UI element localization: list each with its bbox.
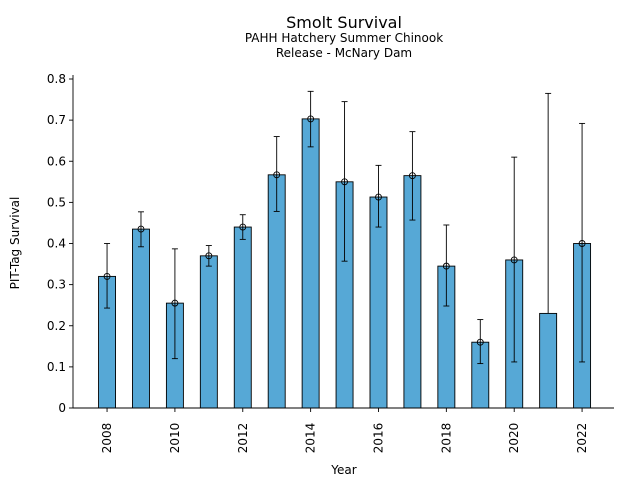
error-bars-group: [103, 90, 586, 365]
y-axis: 0 0.1 0.2 0.3 0.4 0.5 0.6 0.7 0.8: [47, 72, 74, 415]
point-marker-2022: [578, 240, 586, 247]
point-marker-2010: [171, 299, 179, 307]
y-tick-label: 0: [58, 401, 66, 415]
point-marker-2020: [510, 256, 518, 264]
x-tick-label: 2010: [168, 423, 182, 454]
x-tick-label: 2018: [439, 423, 453, 454]
x-tick-label: 2022: [575, 423, 589, 454]
bar-2012: [233, 226, 252, 409]
y-axis-label: PIT-Tag Survival: [8, 197, 22, 290]
point-marker-2011: [205, 252, 213, 260]
point-marker-2016: [375, 193, 382, 201]
y-tick-label: 0.2: [47, 319, 66, 333]
y-tick-label: 0.3: [47, 278, 66, 292]
x-tick-label: 2016: [371, 423, 385, 454]
x-axis-label: Year: [330, 463, 356, 477]
y-tick-label: 0.4: [47, 237, 66, 251]
bars-group: [98, 118, 592, 409]
x-tick-label: 2012: [236, 423, 250, 454]
point-marker-2014: [307, 115, 315, 123]
point-marker-2015: [341, 178, 349, 186]
bar-2009: [132, 228, 150, 409]
point-marker-2009: [137, 225, 145, 233]
y-tick-label: 0.1: [47, 360, 66, 374]
bar-2016: [369, 196, 388, 409]
y-tick-label: 0.6: [47, 154, 66, 168]
bar-2011: [199, 255, 218, 409]
y-tick-label: 0.8: [47, 72, 66, 86]
point-marker-2019: [476, 338, 484, 346]
x-tick-label: 2008: [100, 423, 114, 454]
bar-2021: [539, 312, 558, 409]
point-marker-2008: [103, 272, 111, 280]
y-tick-label: 0.5: [47, 195, 66, 209]
bar-2014: [301, 118, 320, 409]
point-marker-2012: [239, 223, 247, 231]
x-tick-label: 2014: [304, 423, 318, 454]
y-tick-label: 0.7: [47, 113, 66, 127]
x-axis: 2008 2010 2012 2014 2016 2018 2020 2022: [73, 407, 614, 454]
point-marker-2017: [408, 172, 416, 180]
point-marker-2018: [442, 262, 450, 270]
point-marker-2013: [273, 171, 281, 179]
chart-title: Smolt Survival: [286, 13, 402, 32]
x-tick-label: 2020: [507, 423, 521, 454]
chart-subtitle-line-2: Release - McNary Dam: [276, 46, 412, 60]
chart-subtitle-line-1: PAHH Hatchery Summer Chinook: [245, 31, 443, 45]
